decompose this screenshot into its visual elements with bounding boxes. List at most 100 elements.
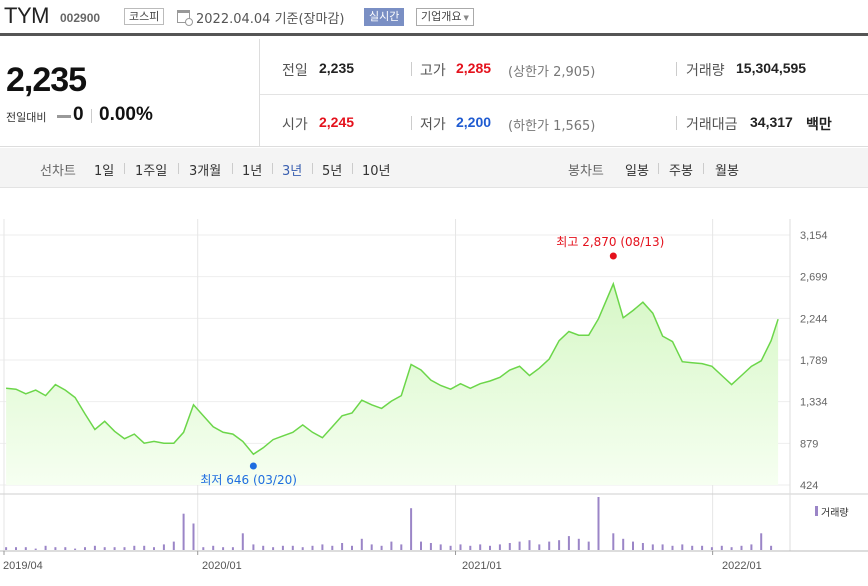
volume-bar	[241, 533, 244, 550]
no-change-icon	[57, 115, 71, 118]
volume-bar	[459, 544, 462, 550]
volume-bar	[701, 545, 704, 550]
volume-bar	[518, 541, 521, 550]
volume-bar	[400, 544, 403, 550]
volume-bar	[420, 541, 422, 550]
lower-limit: (하한가 1,565)	[508, 119, 596, 134]
volume-bar	[172, 541, 175, 550]
candle-monthly[interactable]: 월봉	[715, 164, 739, 179]
period-1d[interactable]: 1일	[94, 164, 115, 179]
volume-bar	[133, 545, 136, 550]
period-1y[interactable]: 1년	[242, 164, 263, 179]
volume-bar	[538, 544, 541, 550]
x-tick-label: 2021/01	[462, 560, 502, 572]
volume-bar	[587, 541, 590, 550]
volume-bar	[5, 547, 8, 550]
price-chart[interactable]: 3,154 2,699 2,244 1,789 1,334 879 424 2019/04 20…	[0, 189, 868, 586]
divider	[91, 109, 92, 123]
volume-bar	[212, 545, 215, 550]
volume-bar	[410, 508, 413, 550]
volume-bar	[720, 545, 723, 550]
volume-bar	[380, 545, 383, 550]
y-tick-label: 2,244	[800, 313, 828, 325]
chevron-down-icon: ▼	[463, 14, 469, 22]
price-panel: 2,235 전일대비 0 0.00% 전일 2,235 고가 2,285 (상한…	[0, 39, 868, 147]
divider	[411, 62, 412, 76]
volume-bar	[612, 533, 615, 550]
period-3m[interactable]: 3개월	[189, 164, 222, 179]
volume-bar	[548, 541, 551, 550]
volume-bar	[162, 544, 165, 550]
price-area	[6, 283, 779, 485]
realtime-button[interactable]: 실시간	[364, 8, 405, 26]
volume-bar	[567, 536, 570, 550]
market-badge: 코스피	[124, 8, 165, 25]
x-tick-label: 2022/01	[722, 560, 762, 572]
volume-bar	[661, 544, 664, 550]
volume-bar	[691, 545, 694, 550]
open-label: 시가	[282, 117, 308, 133]
divider	[352, 163, 353, 174]
volume-bar	[153, 547, 155, 550]
volume-bar	[15, 547, 17, 550]
low-annotation: 최저 646 (03/20)	[200, 473, 297, 487]
volume-bar	[671, 545, 674, 550]
volume-bar	[301, 547, 304, 550]
candle-daily[interactable]: 일봉	[625, 164, 649, 179]
divider	[178, 163, 179, 174]
y-tick-label: 1,334	[800, 397, 828, 409]
divider	[676, 62, 677, 76]
volume-bar	[681, 544, 684, 550]
change-label: 전일대비	[6, 111, 47, 124]
y-tick-label: 1,789	[800, 355, 828, 367]
period-10y[interactable]: 10년	[362, 164, 391, 179]
volume-legend-label: 거래량	[821, 507, 849, 519]
period-1w[interactable]: 1주일	[135, 164, 168, 179]
divider	[676, 116, 677, 130]
volume-bar	[331, 545, 334, 550]
upper-limit: (상한가 2,905)	[508, 65, 596, 80]
volume-bar	[93, 545, 96, 550]
divider	[272, 163, 273, 174]
volume-bar	[770, 545, 773, 550]
volume-bar	[498, 544, 501, 550]
volume-bar	[651, 544, 654, 550]
current-price: 2,235	[6, 61, 87, 99]
amount-unit: 백만	[806, 116, 832, 132]
volume-bar	[479, 544, 482, 550]
volume-value: 15,304,595	[736, 60, 807, 76]
company-overview-button[interactable]: 기업개요 ▼	[416, 8, 474, 26]
prev-close-value: 2,235	[319, 60, 355, 76]
volume-bar	[558, 540, 561, 550]
volume-bar	[64, 547, 67, 550]
volume-bar	[222, 547, 225, 550]
period-3y[interactable]: 3년	[282, 164, 303, 179]
volume-bar	[202, 547, 205, 550]
company-overview-label: 기업개요	[421, 10, 462, 23]
volume-bar	[469, 545, 472, 550]
volume-bar	[750, 544, 753, 550]
volume-bar	[321, 544, 324, 550]
high-value: 2,285	[456, 60, 492, 76]
volume-bar	[710, 547, 713, 550]
y-tick-label: 3,154	[800, 230, 828, 242]
volume-bar	[252, 544, 255, 550]
low-value: 2,200	[456, 114, 492, 130]
volume-bar	[54, 547, 57, 550]
volume-bar	[390, 541, 393, 550]
high-annotation: 최고 2,870 (08/13)	[556, 235, 664, 249]
calendar-icon	[177, 10, 193, 26]
y-tick-label: 2,699	[800, 272, 828, 284]
period-5y[interactable]: 5년	[322, 164, 343, 179]
high-label: 고가	[420, 63, 446, 79]
prev-close-label: 전일	[282, 63, 308, 79]
volume-bar	[360, 538, 363, 550]
change-value: 0	[73, 104, 84, 125]
volume-bar	[192, 523, 195, 550]
line-chart-label: 선차트	[40, 164, 76, 179]
volume-bar	[113, 547, 116, 550]
volume-bar	[341, 543, 344, 550]
volume-bar	[143, 545, 146, 550]
divider	[411, 116, 412, 130]
candle-weekly[interactable]: 주봉	[669, 164, 693, 179]
